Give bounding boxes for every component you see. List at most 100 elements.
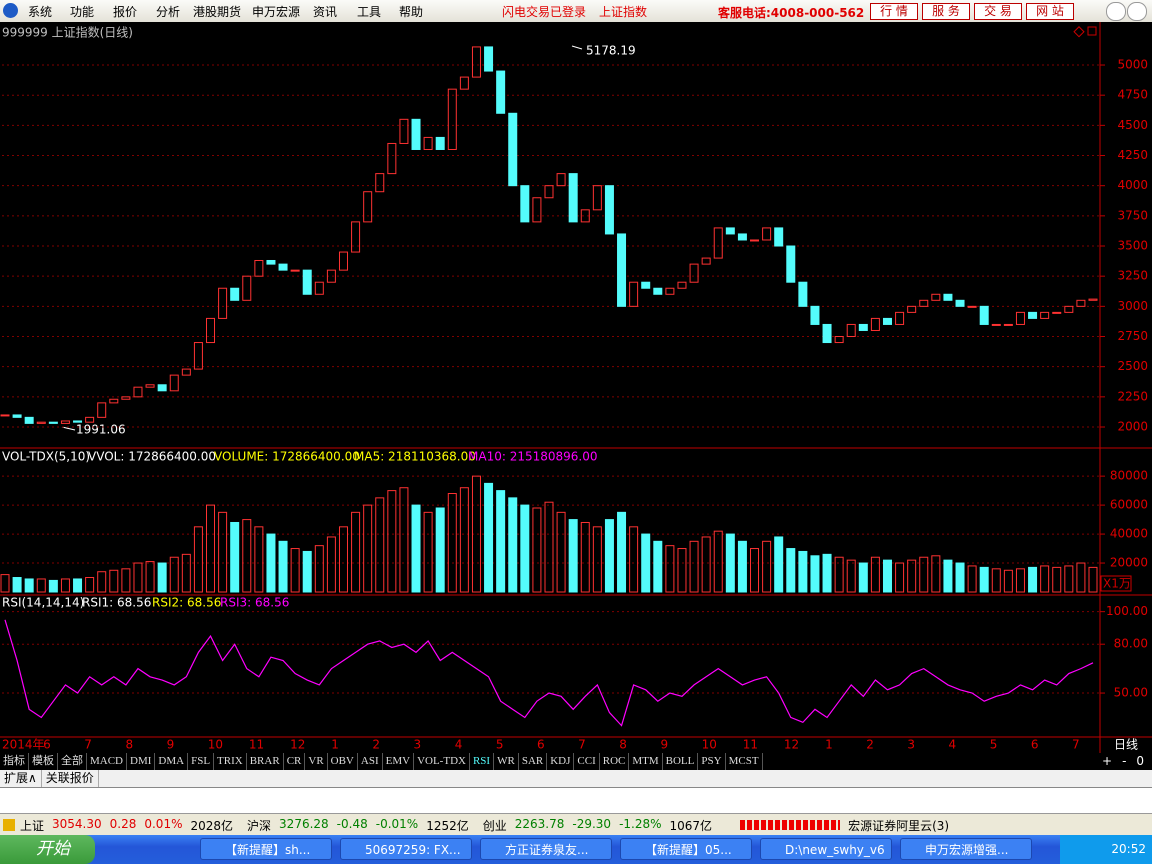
indicator-tab[interactable]: PSY [698,753,726,770]
panel-tab[interactable]: 关联报价 [42,770,99,787]
indicator-tab[interactable]: MTM [629,753,663,770]
indicator-tab[interactable]: CCI [574,753,600,770]
candle [532,197,542,223]
nav-button[interactable]: 网 站 [1026,3,1074,20]
candle [85,416,95,423]
menu-item[interactable]: 分析 [156,5,181,19]
candle [314,281,324,295]
candle [471,46,481,78]
x-tick-label: 6 [43,738,51,752]
indicator-tab[interactable]: DMA [155,753,189,770]
menu-item[interactable]: 报价 [113,5,138,19]
candle [242,275,252,301]
volume-bar [181,553,191,593]
menu-item[interactable]: 功能 [70,5,95,19]
task-button[interactable]: 【新提醒】sh... [200,838,332,860]
candle [218,287,228,319]
icon[interactable] [1087,26,1097,36]
indicator-tab[interactable]: 指标 [0,753,29,770]
blank-area [0,788,1152,813]
task-button[interactable]: 方正证券泉友... [480,838,612,860]
quote-item: 创业 [482,818,507,833]
volume-bar [484,482,494,593]
indicator-tab[interactable]: 全部 [58,753,87,770]
menu-item[interactable]: 系统 [28,5,53,19]
task-button[interactable]: 50697259: FX... [340,838,472,860]
volume-bar [907,559,917,593]
nav-button[interactable]: 行 情 [870,3,918,20]
indicator-tab[interactable]: ASI [358,753,383,770]
indicator-tab[interactable]: BOLL [663,753,699,770]
nav-button[interactable]: 服 务 [922,3,970,20]
indicator-tab[interactable]: FSL [188,753,215,770]
indicator-tab[interactable]: BRAR [247,753,284,770]
x-tick-label: 9 [167,738,175,752]
candle [1040,311,1050,319]
volume-bar [762,540,772,593]
volume-bar [1003,569,1013,593]
quote-item: 0.01% [144,816,183,831]
indicator-tab[interactable]: KDJ [547,753,575,770]
indicator-tab[interactable]: SAR [519,753,548,770]
volume-bar [798,550,808,593]
x-tick-label: 12 [784,738,799,752]
icon[interactable] [1073,26,1085,38]
quote-item: 2028亿 [190,818,234,833]
volume-bar [737,540,747,593]
volume-bar [471,475,481,593]
indicator-tab[interactable]: VR [305,753,328,770]
menu-item[interactable]: 港股期货 [193,5,242,19]
candle [1064,305,1074,313]
menu-item[interactable]: 工具 [357,5,382,19]
volume-bar [943,559,953,593]
task-button[interactable]: 【新提醒】05... [620,838,752,860]
volume-bar [290,548,300,593]
indicator-tab[interactable]: WR [494,753,519,770]
volume-bar [447,493,457,593]
candle [653,287,663,295]
indicator-tab[interactable]: RSI [470,753,495,770]
menu-item[interactable]: 帮助 [399,5,424,19]
indicator-tab[interactable]: OBV [328,753,358,770]
tab-control[interactable]: + [1102,754,1113,768]
candle [169,374,179,392]
volume-bar [254,526,264,593]
indicator-tab[interactable]: ROC [600,753,630,770]
volume-bar [508,497,518,593]
task-button[interactable]: D:\new_swhy_v6 [760,838,892,860]
x-tick-label: 7 [84,738,92,752]
indicator-tab[interactable]: EMV [383,753,415,770]
volume-bar [1015,568,1025,593]
volume-bar [0,574,10,593]
indicator-tab[interactable]: DMI [127,753,156,770]
minimize-button[interactable] [1106,2,1126,21]
index-link[interactable]: 上证指数 [599,5,648,19]
menu-item[interactable]: 资讯 [313,5,338,19]
candle [737,233,747,241]
volume-bar [750,548,760,593]
panel-tab[interactable]: 扩展∧ [0,770,42,787]
candle [919,299,929,307]
start-button[interactable]: 开始 [0,835,95,864]
indicator-tab[interactable]: TRIX [214,753,247,770]
volume-bar [1064,565,1074,593]
candle [230,287,240,301]
y-tick-label: 3750 [1117,208,1148,222]
quote-item: 0.28 [109,816,137,831]
indicator-tab[interactable]: MCST [726,753,763,770]
indicator-tab[interactable]: 模板 [29,753,58,770]
candle [60,420,70,424]
task-button[interactable]: 申万宏源增强... [900,838,1032,860]
menu-item[interactable]: 申万宏源 [252,5,301,19]
indicator-tab[interactable]: CR [284,753,306,770]
tab-control[interactable]: - [1122,754,1127,768]
app-icon[interactable] [3,3,18,18]
close-button[interactable] [1127,2,1147,21]
status-icon [3,819,15,831]
volume-bar [363,504,373,593]
candle [278,263,288,271]
indicator-tab[interactable]: MACD [87,753,128,770]
indicator-tab[interactable]: VOL-TDX [414,753,470,770]
tab-control[interactable]: 0 [1136,754,1145,768]
nav-button[interactable]: 交 易 [974,3,1022,20]
